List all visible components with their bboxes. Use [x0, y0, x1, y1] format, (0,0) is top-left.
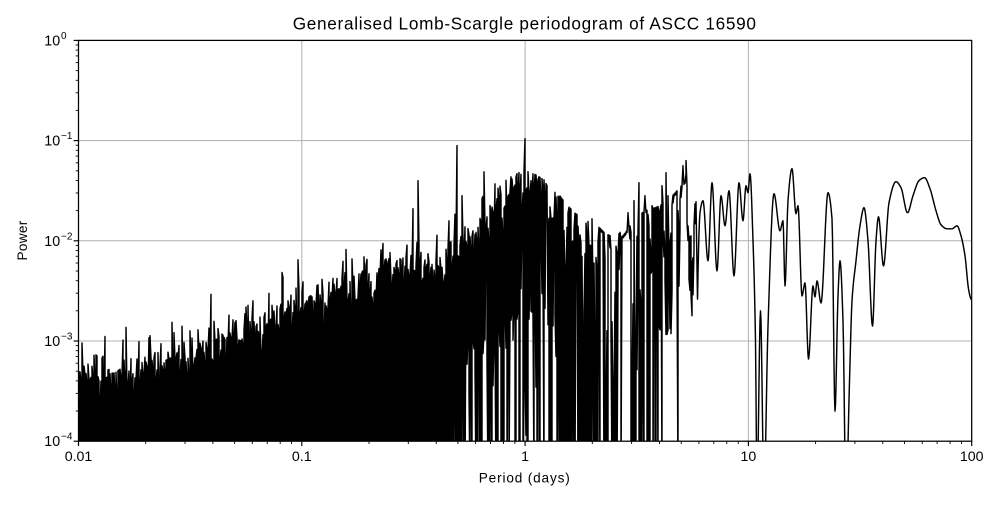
svg-text:10: 10 [741, 449, 757, 465]
svg-text:100: 100 [960, 449, 984, 465]
svg-text:10: 10 [44, 33, 60, 49]
svg-text:1: 1 [521, 449, 529, 465]
svg-text:−3: −3 [61, 332, 73, 343]
svg-text:10: 10 [44, 234, 60, 250]
svg-text:−4: −4 [61, 432, 73, 443]
svg-text:−1: −1 [61, 131, 73, 142]
svg-text:−2: −2 [61, 231, 73, 242]
svg-text:10: 10 [44, 334, 60, 350]
svg-text:10: 10 [44, 134, 60, 150]
svg-text:10: 10 [44, 434, 60, 450]
svg-text:0.01: 0.01 [65, 449, 93, 465]
svg-text:Period (days): Period (days) [479, 470, 571, 485]
svg-text:0: 0 [61, 31, 67, 42]
svg-text:0.1: 0.1 [292, 449, 312, 465]
svg-text:Power: Power [15, 220, 30, 260]
svg-text:Generalised Lomb-Scargle perio: Generalised Lomb-Scargle periodogram of … [293, 14, 757, 34]
